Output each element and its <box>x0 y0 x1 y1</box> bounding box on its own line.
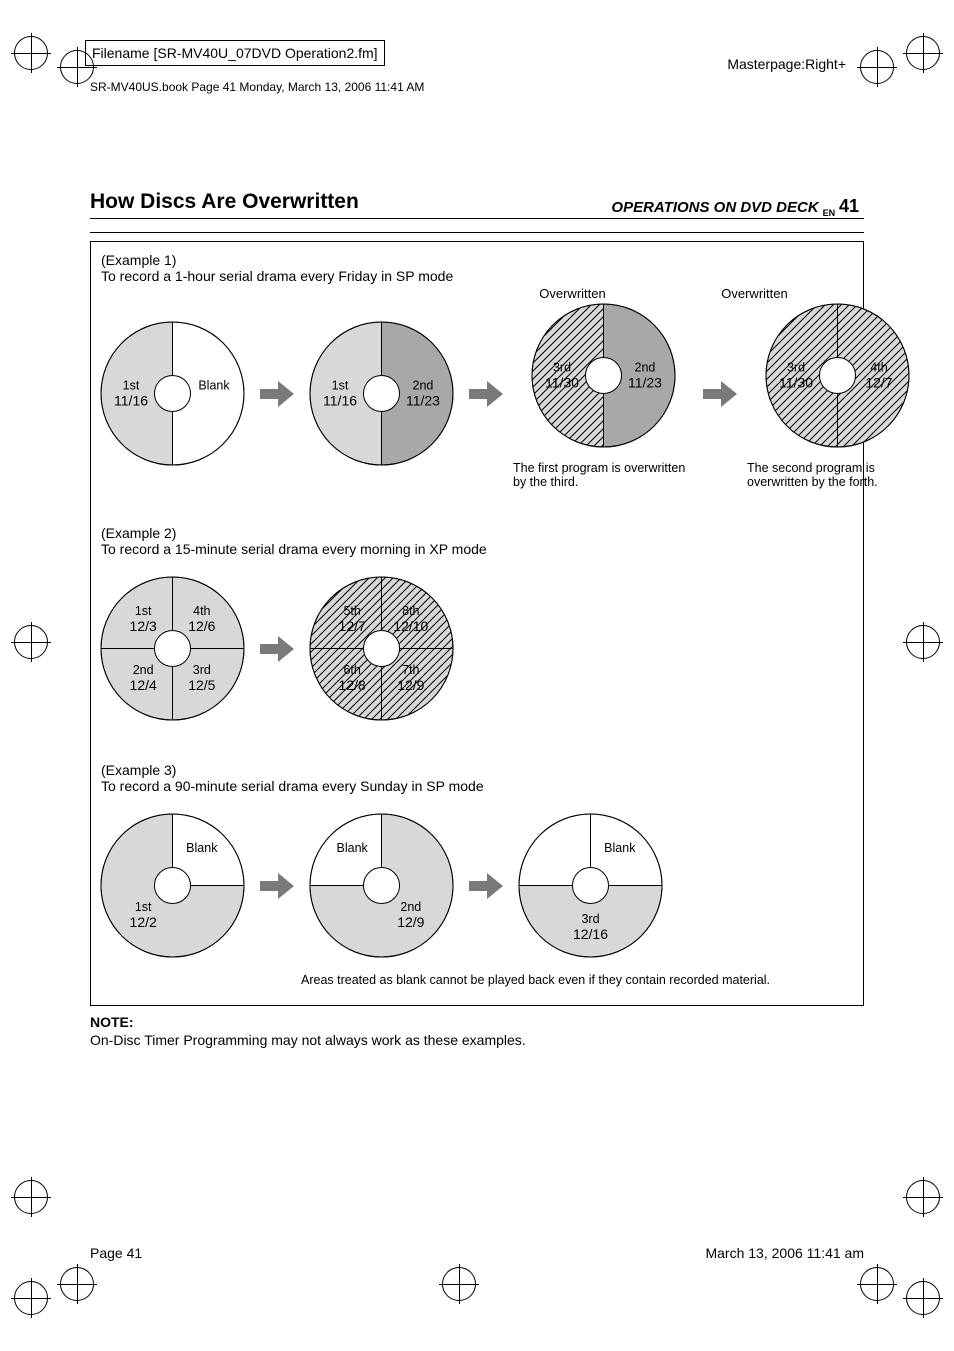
svg-text:Blank: Blank <box>198 379 230 393</box>
svg-text:1st: 1st <box>123 379 140 393</box>
ex3-disc2: 2nd12/9 Blank <box>304 808 459 963</box>
svg-text:3rd: 3rd <box>193 663 211 677</box>
ex1-disc4: 4th12/7 3rd11/30 <box>760 298 915 453</box>
svg-text:Blank: Blank <box>337 841 369 855</box>
ex1-disc2: 2nd11/23 1st11/16 <box>304 316 459 471</box>
section-title: OPERATIONS ON DVD DECK <box>611 199 818 216</box>
svg-text:12/2: 12/2 <box>130 914 157 930</box>
svg-text:1st: 1st <box>135 604 152 618</box>
note-text: On-Disc Timer Programming may not always… <box>90 1032 864 1048</box>
svg-text:2nd: 2nd <box>413 379 434 393</box>
svg-text:11/23: 11/23 <box>627 375 661 391</box>
footer: Page 41 March 13, 2006 11:41 am <box>90 1245 864 1261</box>
svg-text:3rd: 3rd <box>581 912 599 926</box>
svg-text:2nd: 2nd <box>634 361 655 375</box>
svg-text:6th: 6th <box>343 663 360 677</box>
arrow-icon <box>703 381 737 407</box>
svg-text:12/7: 12/7 <box>339 618 366 634</box>
svg-text:2nd: 2nd <box>133 663 154 677</box>
note-hd: NOTE: <box>90 1014 864 1030</box>
examples-box: (Example 1) To record a 1-hour serial dr… <box>90 241 864 1006</box>
page: Filename [SR-MV40U_07DVD Operation2.fm] … <box>0 0 954 1351</box>
svg-text:11/30: 11/30 <box>545 375 579 391</box>
ex3-cap: Areas treated as blank cannot be played … <box>301 973 801 987</box>
masterpage: Masterpage:Right+ <box>727 56 846 72</box>
ex2-disc1: 4th12/6 3rd12/5 2nd12/4 1st12/3 <box>95 571 250 726</box>
svg-text:Blank: Blank <box>186 841 218 855</box>
ex1-cap3: The first program is overwritten by the … <box>513 461 693 489</box>
ex1-cap4: The second program is overwritten by the… <box>747 461 927 489</box>
svg-text:2nd: 2nd <box>400 900 421 914</box>
example3-label: (Example 3) <box>101 762 853 778</box>
svg-text:8th: 8th <box>402 604 419 618</box>
svg-text:4th: 4th <box>870 361 887 375</box>
svg-text:1st: 1st <box>332 379 349 393</box>
book-line: SR-MV40US.book Page 41 Monday, March 13,… <box>90 80 864 94</box>
svg-text:5th: 5th <box>343 604 360 618</box>
filename-box: Filename [SR-MV40U_07DVD Operation2.fm] <box>85 40 385 66</box>
svg-text:1st: 1st <box>135 900 152 914</box>
svg-text:12/9: 12/9 <box>397 677 424 693</box>
svg-text:12/10: 12/10 <box>393 618 428 634</box>
section-header: OPERATIONS ON DVD DECK EN 41 <box>90 196 864 218</box>
filename: Filename [SR-MV40U_07DVD Operation2.fm] <box>92 45 378 61</box>
svg-text:12/4: 12/4 <box>130 677 157 693</box>
example2-label: (Example 2) <box>101 525 853 541</box>
ex1-disc3: 2nd11/23 3rd11/30 <box>526 298 681 453</box>
svg-text:12/5: 12/5 <box>188 677 215 693</box>
arrow-icon <box>260 636 294 662</box>
example3-desc: To record a 90-minute serial drama every… <box>101 778 853 794</box>
example1-desc: To record a 1-hour serial drama every Fr… <box>101 268 853 284</box>
svg-text:12/8: 12/8 <box>339 677 366 693</box>
svg-text:12/16: 12/16 <box>573 926 608 942</box>
svg-text:12/9: 12/9 <box>397 914 424 930</box>
footer-left: Page 41 <box>90 1245 142 1261</box>
svg-text:3rd: 3rd <box>552 361 570 375</box>
svg-text:11/16: 11/16 <box>323 393 357 409</box>
svg-text:7th: 7th <box>402 663 419 677</box>
svg-text:12/3: 12/3 <box>130 618 157 634</box>
example1-label: (Example 1) <box>101 252 853 268</box>
svg-text:3rd: 3rd <box>786 361 804 375</box>
svg-text:11/16: 11/16 <box>114 393 148 409</box>
lang: EN <box>823 208 836 218</box>
page-number: 41 <box>839 196 859 216</box>
svg-text:11/23: 11/23 <box>406 393 440 409</box>
ex3-disc1: Blank 1st12/2 <box>95 808 250 963</box>
arrow-icon <box>260 381 294 407</box>
svg-text:4th: 4th <box>193 604 210 618</box>
arrow-icon <box>469 873 503 899</box>
svg-text:12/7: 12/7 <box>865 375 892 391</box>
ex3-disc3: Blank 3rd12/16 <box>513 808 668 963</box>
ex1-disc1: Blank 1st11/16 <box>95 316 250 471</box>
arrow-icon <box>469 381 503 407</box>
arrow-icon <box>260 873 294 899</box>
svg-text:Blank: Blank <box>604 841 636 855</box>
ex2-disc2: 8th12/10 7th12/9 6th12/8 5th12/7 <box>304 571 459 726</box>
svg-text:12/6: 12/6 <box>188 618 215 634</box>
svg-text:11/30: 11/30 <box>779 375 813 391</box>
footer-right: March 13, 2006 11:41 am <box>705 1245 864 1261</box>
example2-desc: To record a 15-minute serial drama every… <box>101 541 853 557</box>
